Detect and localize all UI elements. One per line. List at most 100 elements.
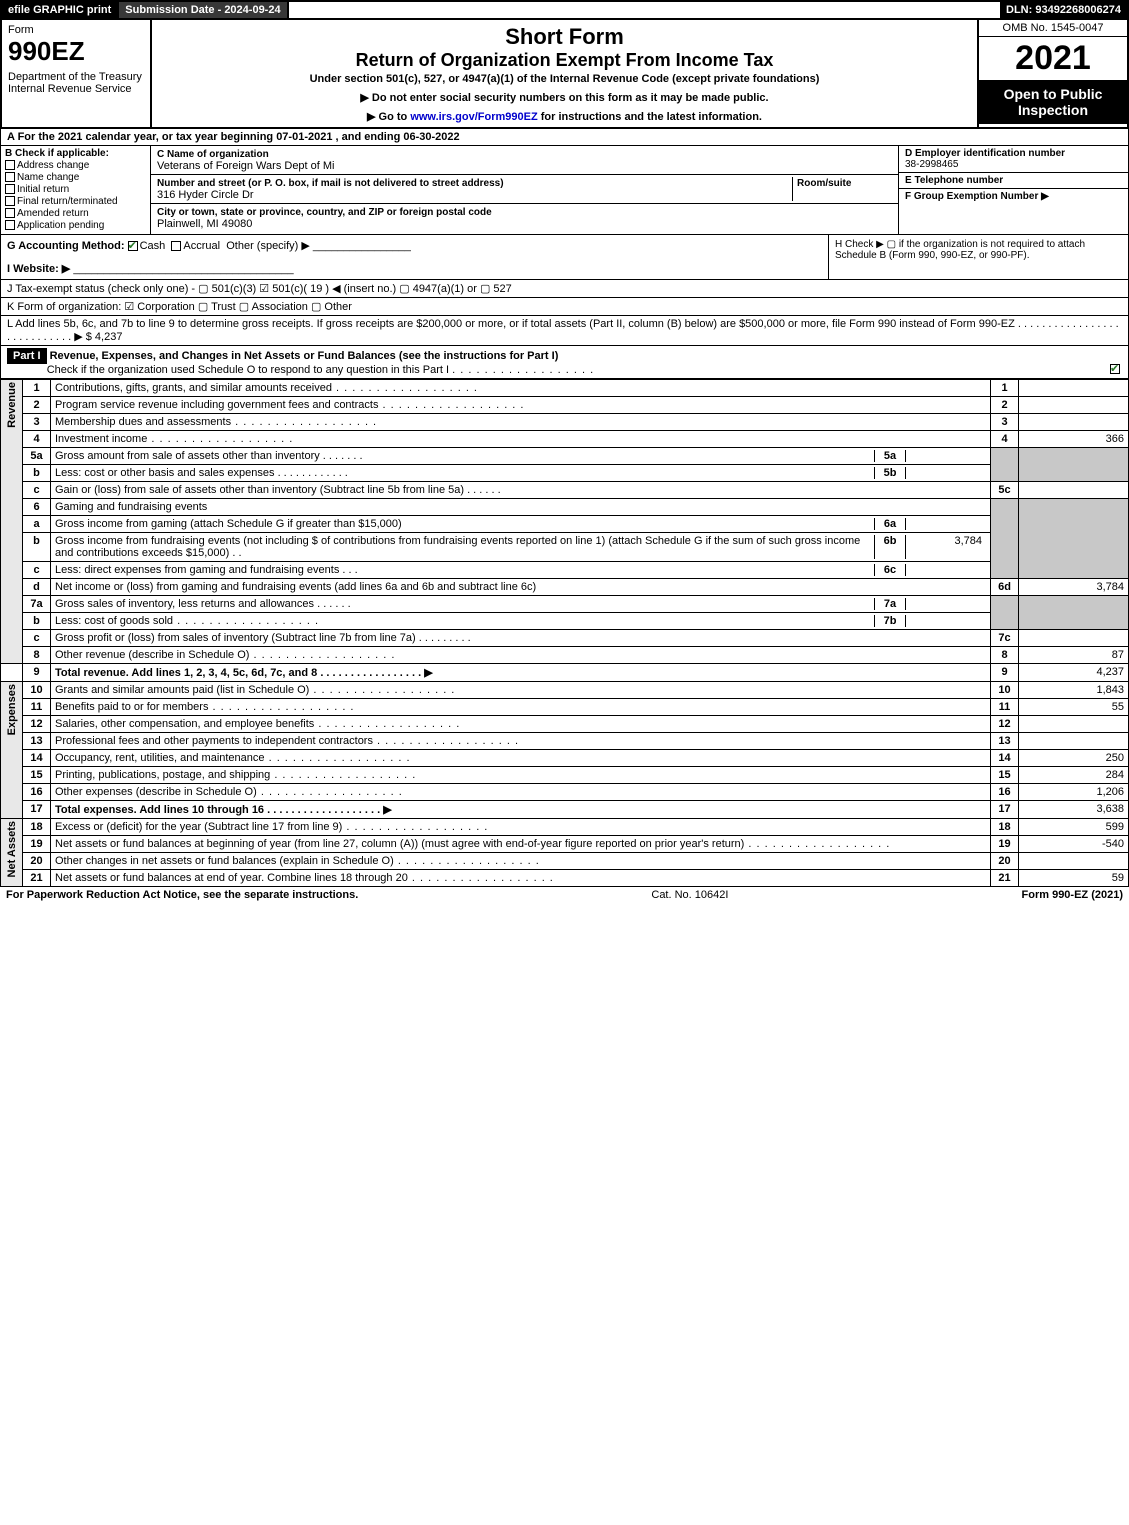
irs-link[interactable]: www.irs.gov/Form990EZ [410, 111, 537, 123]
row-bcdef: B Check if applicable: Address change Na… [0, 146, 1129, 235]
line-6d-text: Net income or (loss) from gaming and fun… [51, 579, 991, 596]
cash-label: Cash [140, 240, 166, 252]
line-21-text: Net assets or fund balances at end of ye… [51, 870, 991, 887]
line-1-num: 1 [23, 380, 51, 397]
line-11-num: 11 [23, 699, 51, 716]
line-6-shade-amt [1019, 499, 1129, 579]
line-18: Net Assets 18Excess or (deficit) for the… [1, 819, 1129, 836]
line-9-amt: 4,237 [1019, 664, 1129, 682]
b-label: B Check if applicable: [5, 148, 109, 159]
chk-initial-return[interactable]: Initial return [5, 184, 146, 195]
header-right: OMB No. 1545-0047 2021 Open to Public In… [977, 20, 1127, 127]
chk-final-return[interactable]: Final return/terminated [5, 196, 146, 207]
line-11-text: Benefits paid to or for members [51, 699, 991, 716]
line-6d-amt: 3,784 [1019, 579, 1129, 596]
line-5b: bLess: cost or other basis and sales exp… [1, 465, 1129, 482]
line-19-amt: -540 [1019, 836, 1129, 853]
line-1-text: Contributions, gifts, grants, and simila… [51, 380, 991, 397]
line-7ab-shade-amt [1019, 596, 1129, 630]
line-6a-text: Gross income from gaming (attach Schedul… [51, 516, 991, 533]
line-5c-ref: 5c [991, 482, 1019, 499]
dln-label: DLN: 93492268006274 [1000, 2, 1127, 18]
page-footer: For Paperwork Reduction Act Notice, see … [0, 887, 1129, 903]
line-7a-subamt [906, 598, 986, 610]
line-5c-num: c [23, 482, 51, 499]
line-5b-text: Less: cost or other basis and sales expe… [51, 465, 991, 482]
c-addr-label: Number and street (or P. O. box, if mail… [157, 178, 504, 189]
top-bar: efile GRAPHIC print Submission Date - 20… [0, 0, 1129, 20]
g-label: G Accounting Method: [7, 240, 125, 252]
line-13: 13Professional fees and other payments t… [1, 733, 1129, 750]
line-5c-amt [1019, 482, 1129, 499]
form-number: 990EZ [8, 36, 144, 67]
line-6b-num: b [23, 533, 51, 562]
line-7b-sublabel: 7b [874, 615, 906, 627]
line-5a-num: 5a [23, 448, 51, 465]
line-14-ref: 14 [991, 750, 1019, 767]
chk-cash[interactable] [128, 241, 138, 251]
line-1-ref: 1 [991, 380, 1019, 397]
line-7b-subamt [906, 615, 986, 627]
line-18-ref: 18 [991, 819, 1019, 836]
line-6a-sublabel: 6a [874, 518, 906, 530]
header-center: Short Form Return of Organization Exempt… [152, 20, 977, 127]
line-6c-subamt [906, 564, 986, 576]
chk-application-pending[interactable]: Application pending [5, 220, 146, 231]
chk-accrual[interactable] [171, 241, 181, 251]
line-4: 4Investment income4366 [1, 431, 1129, 448]
line-14-amt: 250 [1019, 750, 1129, 767]
room-suite-label: Room/suite [797, 178, 851, 189]
line-19-ref: 19 [991, 836, 1019, 853]
line-2-num: 2 [23, 397, 51, 414]
netassets-section-label: Net Assets [1, 819, 23, 887]
lines-table: Revenue 1 Contributions, gifts, grants, … [0, 379, 1129, 887]
line-5c-text: Gain or (loss) from sale of assets other… [51, 482, 991, 499]
line-6d: dNet income or (loss) from gaming and fu… [1, 579, 1129, 596]
line-4-ref: 4 [991, 431, 1019, 448]
row-a-tax-year: A For the 2021 calendar year, or tax yea… [0, 129, 1129, 146]
line-6c-sublabel: 6c [874, 564, 906, 576]
line-6-num: 6 [23, 499, 51, 516]
footer-cat-no: Cat. No. 10642I [358, 889, 1021, 901]
line-8-ref: 8 [991, 647, 1019, 664]
line-19: 19Net assets or fund balances at beginni… [1, 836, 1129, 853]
line-7a-num: 7a [23, 596, 51, 613]
line-3-ref: 3 [991, 414, 1019, 431]
line-16-num: 16 [23, 784, 51, 801]
line-4-amt: 366 [1019, 431, 1129, 448]
part1-schedule-o-checkbox[interactable] [1110, 364, 1120, 374]
line-12-num: 12 [23, 716, 51, 733]
line-13-ref: 13 [991, 733, 1019, 750]
title-return: Return of Organization Exempt From Incom… [158, 50, 971, 71]
line-13-num: 13 [23, 733, 51, 750]
f-group-label: F Group Exemption Number ▶ [905, 191, 1049, 202]
line-5b-subamt [906, 467, 986, 479]
line-17-text: Total expenses. Add lines 10 through 16 … [51, 801, 991, 819]
line-3-text: Membership dues and assessments [51, 414, 991, 431]
line-5a-sublabel: 5a [874, 450, 906, 462]
line-6b-text: Gross income from fundraising events (no… [51, 533, 991, 562]
chk-address-change[interactable]: Address change [5, 160, 146, 171]
line-17-ref: 17 [991, 801, 1019, 819]
line-7a: 7aGross sales of inventory, less returns… [1, 596, 1129, 613]
line-3-num: 3 [23, 414, 51, 431]
org-name: Veterans of Foreign Wars Dept of Mi [157, 160, 335, 172]
line-21: 21Net assets or fund balances at end of … [1, 870, 1129, 887]
chk-amended-return[interactable]: Amended return [5, 208, 146, 219]
chk-name-change[interactable]: Name change [5, 172, 146, 183]
line-11-ref: 11 [991, 699, 1019, 716]
line-6c-num: c [23, 562, 51, 579]
line-7b-num: b [23, 613, 51, 630]
line-20-ref: 20 [991, 853, 1019, 870]
line-3-amt [1019, 414, 1129, 431]
line-15-ref: 15 [991, 767, 1019, 784]
line-6-shade [991, 499, 1019, 579]
line-6b-subamt: 3,784 [906, 535, 986, 559]
line-10: Expenses 10Grants and similar amounts pa… [1, 682, 1129, 699]
line-20-amt [1019, 853, 1129, 870]
line-12-text: Salaries, other compensation, and employ… [51, 716, 991, 733]
efile-print-button[interactable]: efile GRAPHIC print [2, 2, 119, 18]
line-15-amt: 284 [1019, 767, 1129, 784]
line-5a-subamt [906, 450, 986, 462]
line-5b-sublabel: 5b [874, 467, 906, 479]
